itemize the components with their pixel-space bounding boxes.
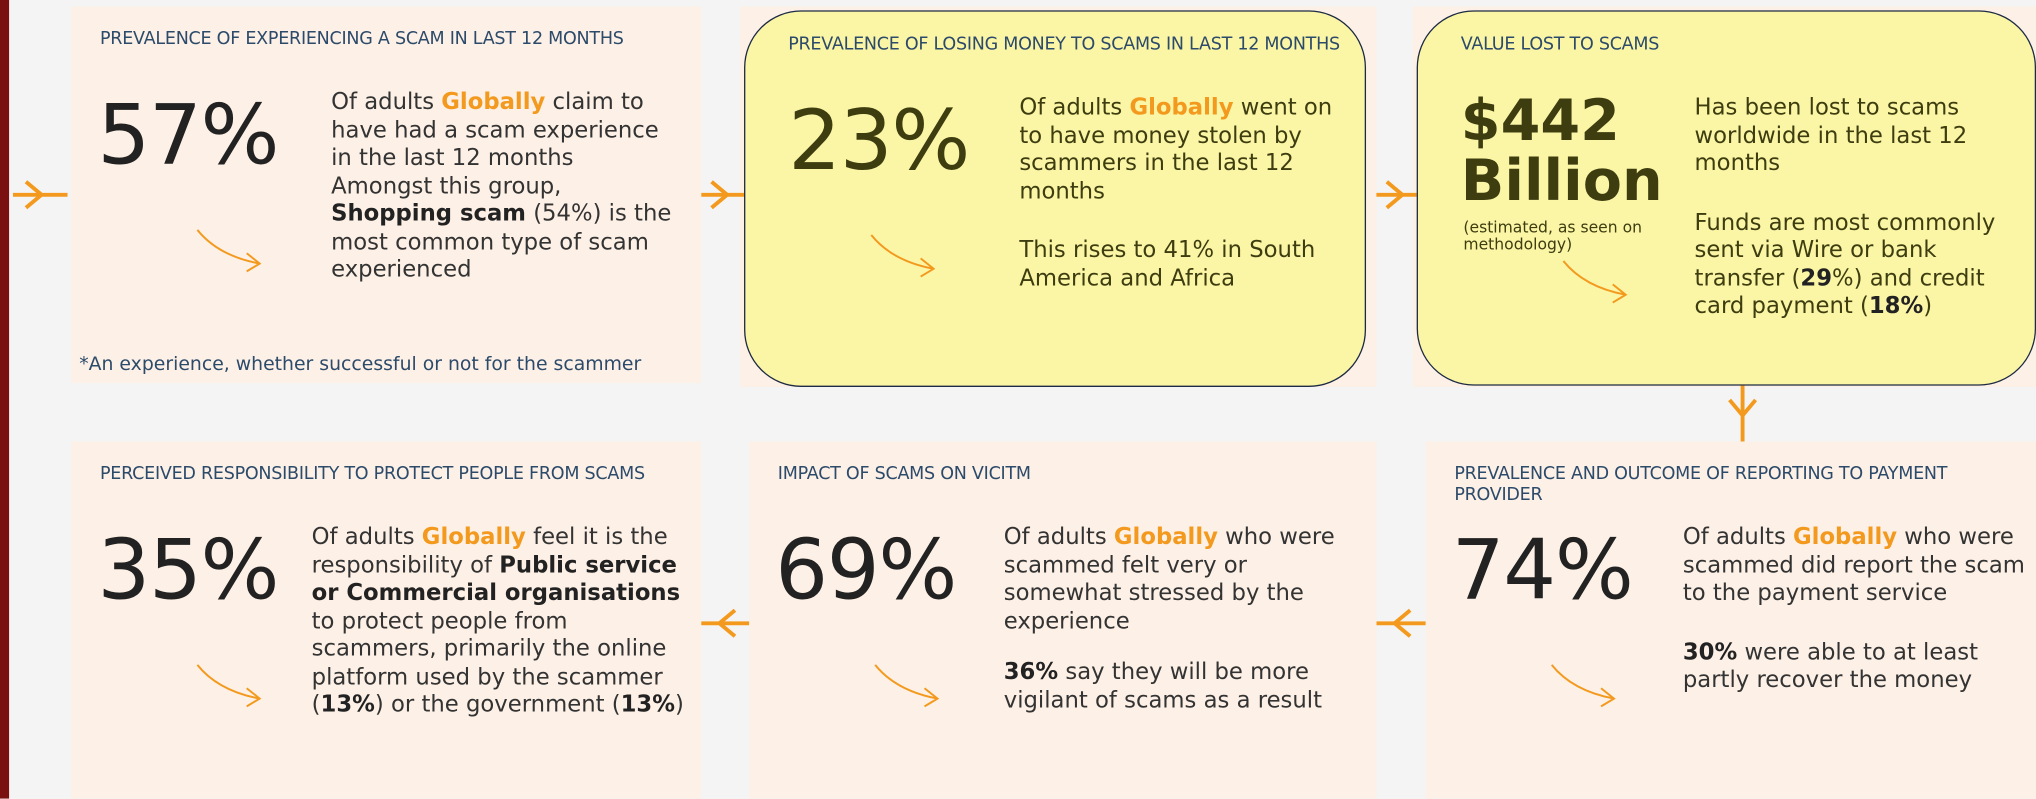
paragraph: Of adults Globally claim to have had a s… xyxy=(331,90,675,174)
curved-arrow xyxy=(874,664,940,708)
body-text: Of adults Globally claim to have had a s… xyxy=(331,90,675,285)
body-text: Of adults Globally went on to have money… xyxy=(1019,95,1350,294)
text-run: ) xyxy=(674,692,684,719)
body-text: Of adults Globally who were scammed felt… xyxy=(1004,525,1348,716)
text-run: 18% xyxy=(1868,293,1924,320)
text-run: 36% xyxy=(1003,659,1059,686)
panel: PREVALENCE AND OUTCOME OF REPORTING TO P… xyxy=(1425,441,2036,799)
text-run: %) and credit card payment ( xyxy=(1694,265,1985,320)
paragraph: Of adults Globally who were scammed did … xyxy=(1683,525,2031,609)
paragraph: 36% say they will be more vigilant of sc… xyxy=(1004,660,1348,716)
big-figure: $442 Billion xyxy=(1460,88,1663,215)
footnote: *An experience, whether successful or no… xyxy=(79,354,642,376)
text-run: Amongst this group, xyxy=(331,173,562,200)
text-run: Of adults xyxy=(311,524,422,551)
big-figure: 74% xyxy=(1451,523,1634,620)
text-run: Public service or Commercial organisatio… xyxy=(311,552,681,607)
panel-title: PREVALENCE AND OUTCOME OF REPORTING TO P… xyxy=(1454,463,1948,506)
panel-title: PREVALENCE OF LOSING MONEY TO SCAMS IN L… xyxy=(788,33,1340,55)
curved-arrow xyxy=(196,229,262,273)
big-figure: 23% xyxy=(788,93,970,190)
text-run: ) xyxy=(1923,293,1933,320)
text-run: ) or the government ( xyxy=(374,692,621,719)
panel-title: PERCEIVED RESPONSIBILITY TO PROTECT PEOP… xyxy=(99,463,645,485)
paragraph: Of adults Globally feel it is the respon… xyxy=(312,525,689,720)
big-figure: 69% xyxy=(775,523,957,620)
text-run: were able to at least partly recover the… xyxy=(1682,639,1979,694)
panel-title: VALUE LOST TO SCAMS xyxy=(1460,33,1660,55)
text-run: (54%) is the most common type of scam ex… xyxy=(331,201,672,284)
text-run: Shopping scam xyxy=(331,201,526,228)
body-text: Has been lost to scams worldwide in the … xyxy=(1695,95,2026,322)
panel: IMPACT OF SCAMS ON VICITM 69% Of adults Gl… xyxy=(749,441,1377,799)
text-run: Globally xyxy=(1793,524,1898,551)
panel: PERCEIVED RESPONSIBILITY TO PROTECT PEOP… xyxy=(71,441,702,799)
body-text: Of adults Globally who were scammed did … xyxy=(1683,525,2031,696)
text-run: who were scammed did report the scam to … xyxy=(1682,524,2025,607)
text-run: Globally xyxy=(1129,94,1234,121)
figure-note: (estimated, as seen on methodology) xyxy=(1463,218,1643,254)
text-run: Of adults xyxy=(1682,524,1794,551)
paragraph: Funds are most commonly sent via Wire or… xyxy=(1695,210,2026,322)
paragraph: Amongst this group, Shopping scam (54%) … xyxy=(331,173,675,285)
curved-arrow xyxy=(870,234,936,278)
paragraph: This rises to 41% in South America and A… xyxy=(1019,238,1350,294)
paragraph: Of adults Globally went on to have money… xyxy=(1019,95,1350,207)
text-run: claim to have had a scam experience in t… xyxy=(331,89,659,172)
curved-arrow xyxy=(1550,664,1616,708)
paragraph: Has been lost to scams worldwide in the … xyxy=(1695,95,2026,179)
big-figure: 35% xyxy=(97,523,279,620)
text-run: Globally xyxy=(421,524,526,551)
curved-arrow xyxy=(196,664,262,708)
panel-title: IMPACT OF SCAMS ON VICITM xyxy=(777,463,1031,485)
text-run: 29 xyxy=(1800,265,1833,292)
text-run: who were scammed felt very or somewhat s… xyxy=(1003,524,1335,635)
paragraph: Of adults Globally who were scammed felt… xyxy=(1004,525,1348,637)
text-run: went on to have money stolen by scammers… xyxy=(1019,94,1333,205)
text-run: Globally xyxy=(441,89,546,116)
text-run: say they will be more vigilant of scams … xyxy=(1003,659,1323,714)
big-figure: 57% xyxy=(97,88,279,185)
text-run: to protect people from scammers, primari… xyxy=(311,608,667,719)
curved-arrow xyxy=(1562,260,1628,304)
panel: PREVALENCE OF EXPERIENCING A SCAM IN LAS… xyxy=(71,6,702,384)
body-text: Of adults Globally feel it is the respon… xyxy=(312,525,689,720)
text-run: This rises to 41% in South America and A… xyxy=(1019,237,1316,292)
text-run: Of adults xyxy=(331,89,442,116)
paragraph: 30% were able to at least partly recover… xyxy=(1683,640,2031,696)
text-run: 13% xyxy=(620,692,675,719)
text-run: 13% xyxy=(320,692,375,719)
panel: PREVALENCE OF LOSING MONEY TO SCAMS IN L… xyxy=(744,10,1367,387)
panel: VALUE LOST TO SCAMS $442 Billion (estimate… xyxy=(1416,10,2036,386)
text-run: 30% xyxy=(1682,639,1738,666)
text-run: Of adults xyxy=(1003,524,1114,551)
panel-title: PREVALENCE OF EXPERIENCING A SCAM IN LAS… xyxy=(99,28,624,50)
edge-bar xyxy=(0,0,10,799)
text-run: feel it is the responsibility of xyxy=(311,524,668,579)
text-run: Of adults xyxy=(1019,94,1130,121)
text-run: Funds are most commonly sent via Wire or… xyxy=(1694,209,1996,292)
text-run: Globally xyxy=(1113,524,1218,551)
text-run: Has been lost to scams worldwide in the … xyxy=(1694,94,1968,177)
